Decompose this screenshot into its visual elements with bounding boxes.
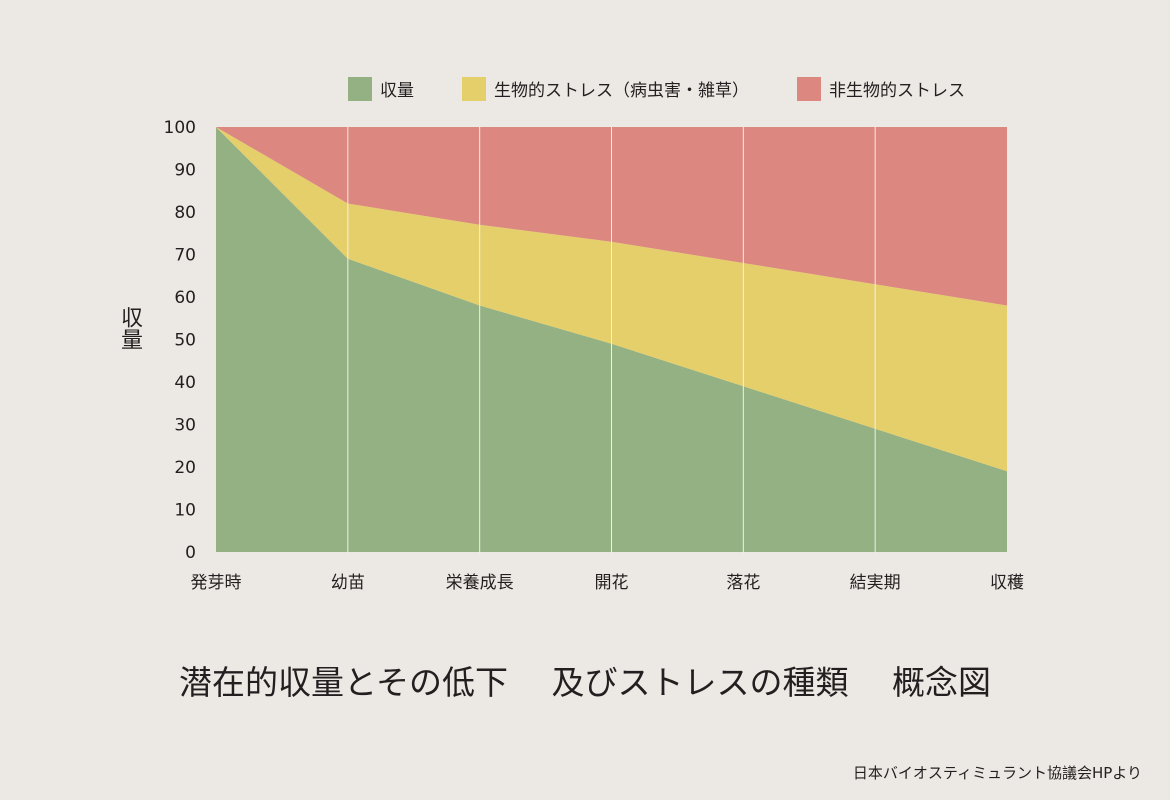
- x-tick-label: 落花: [726, 573, 760, 593]
- area-yield: [216, 127, 1007, 552]
- chart-legend: 収量 生物的ストレス（病虫害・雑草） 非生物的ストレス: [348, 76, 965, 101]
- legend-label-abiotic-stress: 非生物的ストレス: [829, 81, 965, 101]
- y-tick-label: 70: [174, 246, 196, 266]
- x-tick-label: 収穫: [990, 573, 1024, 593]
- x-tick-label: 幼苗: [331, 573, 365, 593]
- source-credit: 日本バイオスティミュラント協議会HPより: [852, 764, 1142, 782]
- y-tick-label: 60: [174, 288, 196, 308]
- y-axis-ticks: 0 10 20 30 40 50 60 70 80 90 100: [164, 118, 196, 563]
- y-tick-label: 50: [174, 331, 196, 351]
- x-tick-label: 栄養成長: [446, 573, 514, 593]
- legend-item-yield: 収量: [348, 76, 414, 101]
- y-axis-label: 収量: [117, 306, 142, 350]
- legend-item-biotic-stress: 生物的ストレス（病虫害・雑草）: [462, 76, 749, 101]
- x-tick-label: 結実期: [850, 573, 901, 593]
- y-tick-label: 90: [174, 161, 196, 181]
- y-tick-label: 0: [185, 543, 196, 563]
- legend-item-abiotic-stress: 非生物的ストレス: [797, 76, 965, 101]
- legend-label-biotic-stress: 生物的ストレス（病虫害・雑草）: [494, 81, 749, 101]
- y-tick-label: 10: [174, 501, 196, 521]
- y-tick-label: 30: [174, 416, 196, 436]
- x-axis-ticks: 発芽時 幼苗 栄養成長 開花 落花 結実期 収穫: [191, 573, 1025, 593]
- y-tick-label: 100: [164, 118, 196, 138]
- x-tick-label: 発芽時: [191, 573, 242, 593]
- chart-title: 潜在的収量とその低下 及びストレスの種類 概念図: [179, 663, 991, 702]
- legend-swatch-biotic-stress: [462, 76, 486, 101]
- y-tick-label: 20: [174, 458, 196, 478]
- y-tick-label: 40: [174, 373, 196, 393]
- legend-label-yield: 収量: [380, 81, 414, 101]
- y-tick-label: 80: [174, 203, 196, 223]
- x-tick-label: 開花: [595, 573, 629, 593]
- chart-gridlines: [347, 127, 876, 554]
- legend-swatch-abiotic-stress: [797, 76, 821, 101]
- legend-swatch-yield: [348, 76, 372, 101]
